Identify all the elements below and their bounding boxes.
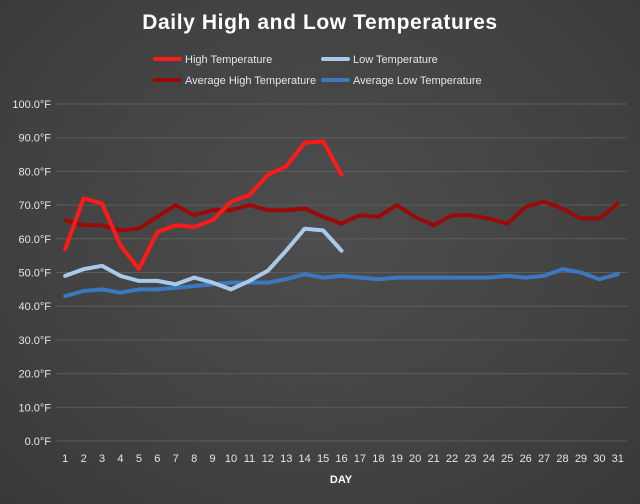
gridlines bbox=[56, 103, 627, 442]
legend: High Temperature Low Temperature Average… bbox=[153, 54, 482, 87]
legend-entry-avg-low[interactable]: Average Low Temperature bbox=[321, 75, 482, 87]
y-tick-label: 90.0°F bbox=[18, 133, 51, 145]
x-tick-label: 27 bbox=[538, 453, 550, 465]
y-tick-label: 0.0°F bbox=[25, 436, 52, 448]
x-tick-label: 6 bbox=[154, 453, 160, 465]
x-axis: 1 2 3 4 5 6 7 8 9 10 11 12 13 14 15 16 17 18 19 20 21 22 23 24 2… bbox=[62, 453, 624, 465]
y-tick-label: 70.0°F bbox=[18, 200, 51, 212]
y-tick-label: 40.0°F bbox=[18, 301, 51, 313]
legend-label-low: Low Temperature bbox=[353, 54, 438, 66]
x-tick-label: 5 bbox=[136, 453, 142, 465]
x-tick-label: 2 bbox=[81, 453, 87, 465]
legend-label-high: High Temperature bbox=[185, 54, 272, 66]
x-tick-label: 21 bbox=[427, 453, 439, 465]
legend-label-avg-high: Average High Temperature bbox=[185, 75, 316, 87]
series-layer bbox=[63, 139, 620, 299]
legend-entry-avg-high[interactable]: Average High Temperature bbox=[153, 75, 316, 87]
x-tick-label: 30 bbox=[593, 453, 605, 465]
x-tick-label: 23 bbox=[464, 453, 476, 465]
x-tick-label: 15 bbox=[317, 453, 329, 465]
x-tick-label: 10 bbox=[225, 453, 237, 465]
x-tick-label: 4 bbox=[117, 453, 123, 465]
y-tick-label: 20.0°F bbox=[18, 369, 51, 381]
y-tick-label: 100.0°F bbox=[12, 99, 51, 111]
x-tick-label: 24 bbox=[483, 453, 495, 465]
x-tick-label: 22 bbox=[446, 453, 458, 465]
legend-entry-high[interactable]: High Temperature bbox=[153, 54, 272, 66]
y-tick-label: 60.0°F bbox=[18, 234, 51, 246]
y-tick-label: 50.0°F bbox=[18, 268, 51, 280]
x-tick-label: 25 bbox=[501, 453, 513, 465]
x-tick-label: 18 bbox=[372, 453, 384, 465]
x-tick-label: 29 bbox=[575, 453, 587, 465]
legend-label-avg-low: Average Low Temperature bbox=[353, 75, 482, 87]
series-line-avg-high[interactable] bbox=[63, 199, 620, 233]
x-tick-label: 9 bbox=[210, 453, 216, 465]
series-line-low[interactable] bbox=[63, 226, 344, 292]
y-tick-label: 80.0°F bbox=[18, 166, 51, 178]
x-tick-label: 26 bbox=[520, 453, 532, 465]
chart-title: Daily High and Low Temperatures bbox=[142, 11, 497, 34]
x-tick-label: 1 bbox=[62, 453, 68, 465]
series-line-high[interactable] bbox=[63, 139, 344, 272]
x-axis-title: DAY bbox=[330, 474, 353, 486]
x-tick-label: 16 bbox=[335, 453, 347, 465]
x-tick-label: 20 bbox=[409, 453, 421, 465]
x-tick-label: 17 bbox=[354, 453, 366, 465]
y-axis: 0.0°F 10.0°F 20.0°F 30.0°F 40.0°F 50.0°F 60.0°… bbox=[12, 99, 51, 448]
x-tick-label: 19 bbox=[391, 453, 403, 465]
legend-entry-low[interactable]: Low Temperature bbox=[321, 54, 438, 66]
x-tick-label: 12 bbox=[262, 453, 274, 465]
x-tick-label: 11 bbox=[244, 453, 255, 465]
x-tick-label: 28 bbox=[556, 453, 568, 465]
series-line-avg-low[interactable] bbox=[63, 267, 620, 299]
x-tick-label: 8 bbox=[191, 453, 197, 465]
x-tick-label: 3 bbox=[99, 453, 105, 465]
y-tick-label: 30.0°F bbox=[18, 335, 51, 347]
x-tick-label: 13 bbox=[280, 453, 292, 465]
x-tick-label: 7 bbox=[173, 453, 179, 465]
x-tick-label: 31 bbox=[612, 453, 624, 465]
x-tick-label: 14 bbox=[299, 453, 311, 465]
y-tick-label: 10.0°F bbox=[18, 402, 51, 414]
